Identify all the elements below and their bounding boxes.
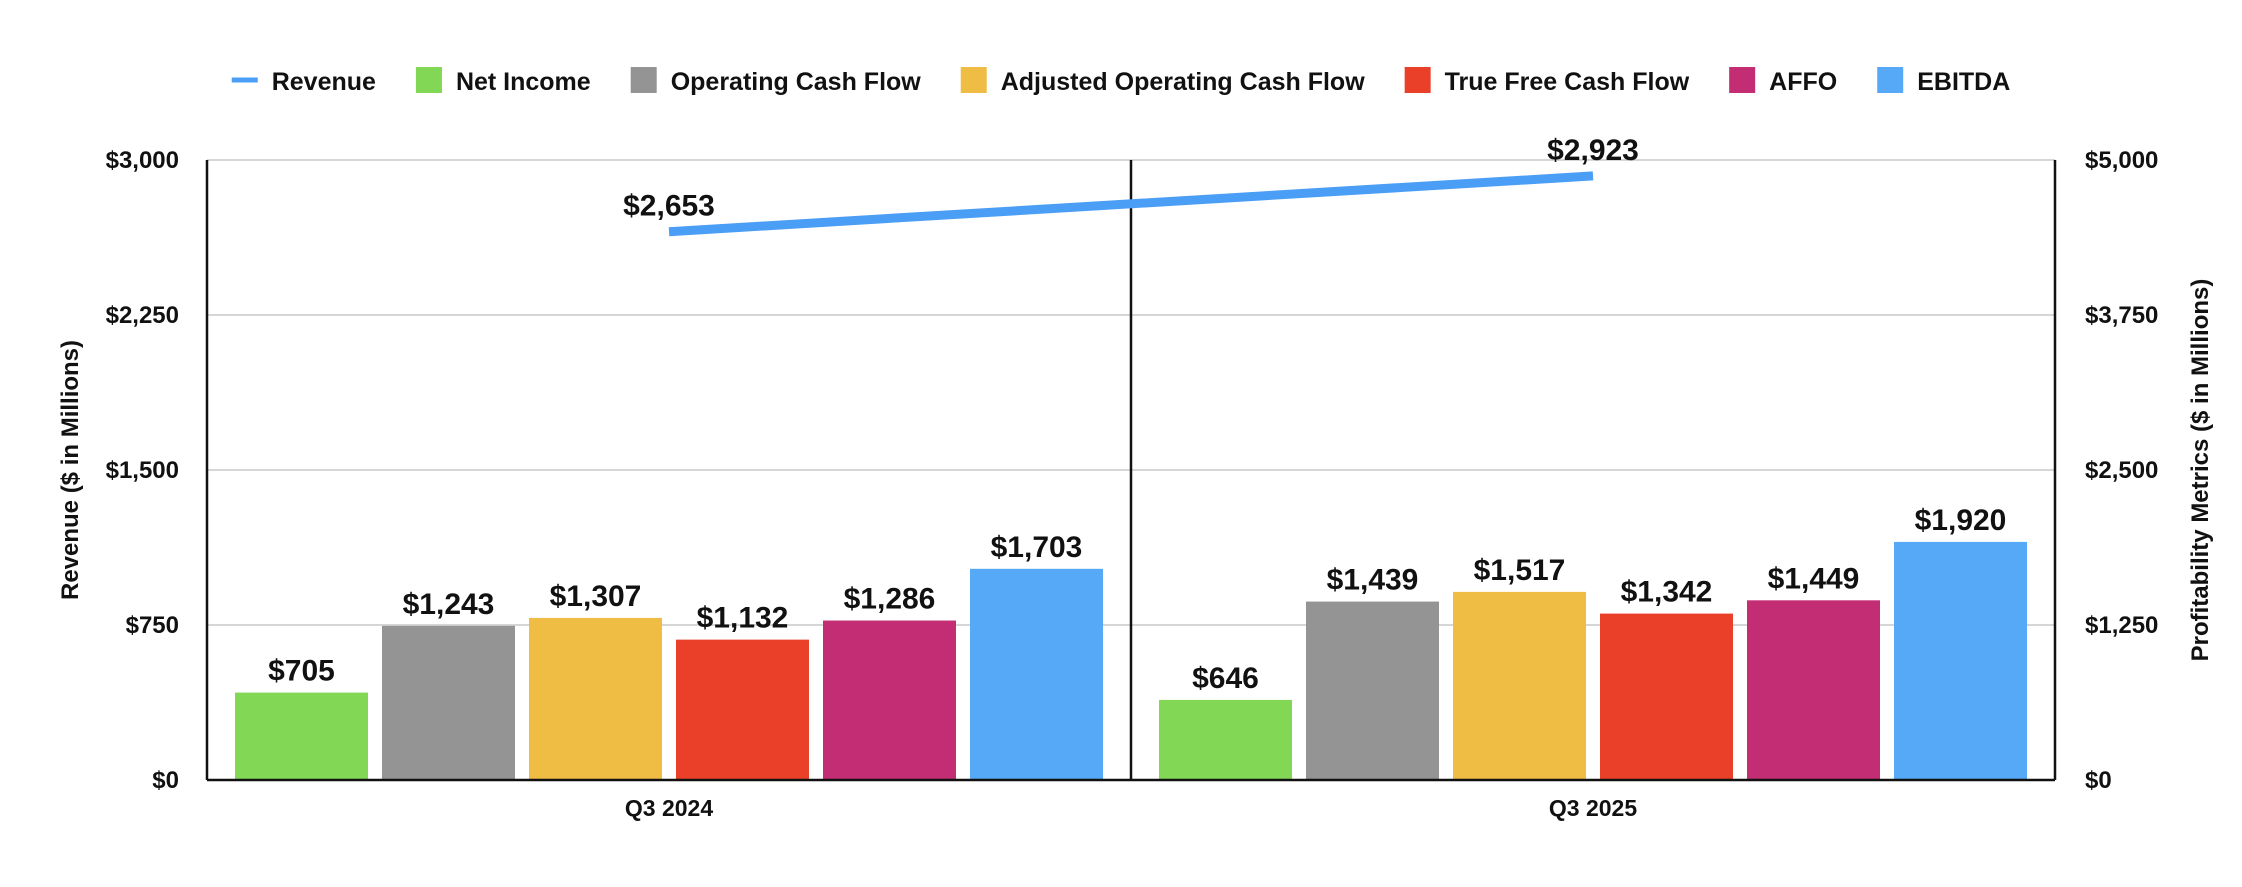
bar-data-label: $1,132 — [697, 602, 789, 635]
bar — [1159, 699, 1292, 780]
bar-data-label: $1,920 — [1915, 504, 2007, 537]
left-axis-title: Revenue ($ in Millions) — [57, 340, 84, 600]
legend-swatch — [960, 67, 987, 93]
revenue-data-label: $2,923 — [1547, 134, 1639, 167]
bar-data-label: $1,286 — [844, 583, 936, 616]
bar — [1747, 600, 1880, 780]
bar — [676, 639, 809, 780]
bar-data-label: $1,449 — [1768, 562, 1860, 595]
right-tick-label: $1,250 — [2085, 612, 2158, 639]
legend-swatch — [1404, 67, 1431, 93]
left-tick-label: $2,250 — [106, 302, 179, 329]
revenue-line — [668, 171, 1594, 237]
left-tick-label: $750 — [126, 612, 179, 639]
bar-data-label: $1,243 — [403, 588, 495, 621]
left-tick-label: $3,000 — [106, 147, 179, 174]
legend-label: EBITDA — [1917, 68, 2010, 96]
legend-label: Adjusted Operating Cash Flow — [1001, 68, 1365, 96]
category-label: Q3 2025 — [1549, 795, 1637, 821]
right-tick-label: $2,500 — [2085, 457, 2158, 484]
bar — [1306, 601, 1439, 780]
legend-swatch — [630, 67, 657, 93]
bar-data-label: $1,307 — [550, 580, 642, 613]
bar — [1600, 613, 1733, 780]
bar-data-label: $1,703 — [991, 531, 1083, 564]
bar-data-label: $1,517 — [1474, 554, 1566, 587]
bar-data-label: $705 — [268, 655, 335, 688]
legend-label: True Free Cash Flow — [1445, 68, 1690, 96]
revenue-data-label: $2,653 — [623, 190, 715, 223]
left-tick-label: $1,500 — [106, 457, 179, 484]
bar — [235, 692, 368, 780]
legend-label: Revenue — [272, 68, 376, 96]
right-tick-label: $0 — [2085, 767, 2112, 794]
right-axis-title: Profitability Metrics ($ in Millions) — [2187, 279, 2214, 662]
bar — [970, 568, 1103, 780]
right-tick-label: $5,000 — [2085, 147, 2158, 174]
bar-data-label: $646 — [1192, 662, 1259, 695]
category-label: Q3 2024 — [625, 795, 713, 821]
bar — [823, 620, 956, 780]
legend-label: Operating Cash Flow — [671, 68, 922, 96]
bar — [1894, 541, 2027, 780]
left-tick-label: $0 — [152, 767, 179, 794]
bar — [529, 617, 662, 780]
legend-label: AFFO — [1769, 68, 1837, 96]
bar — [1453, 591, 1586, 780]
legend-swatch — [1729, 67, 1756, 93]
legend-label: Net Income — [456, 68, 591, 96]
bar-data-label: $1,439 — [1327, 564, 1419, 597]
right-tick-label: $3,750 — [2085, 302, 2158, 329]
bar-data-label: $1,342 — [1621, 576, 1713, 609]
legend-swatch — [1877, 67, 1904, 93]
bar — [382, 625, 515, 780]
legend-swatch — [415, 67, 442, 93]
